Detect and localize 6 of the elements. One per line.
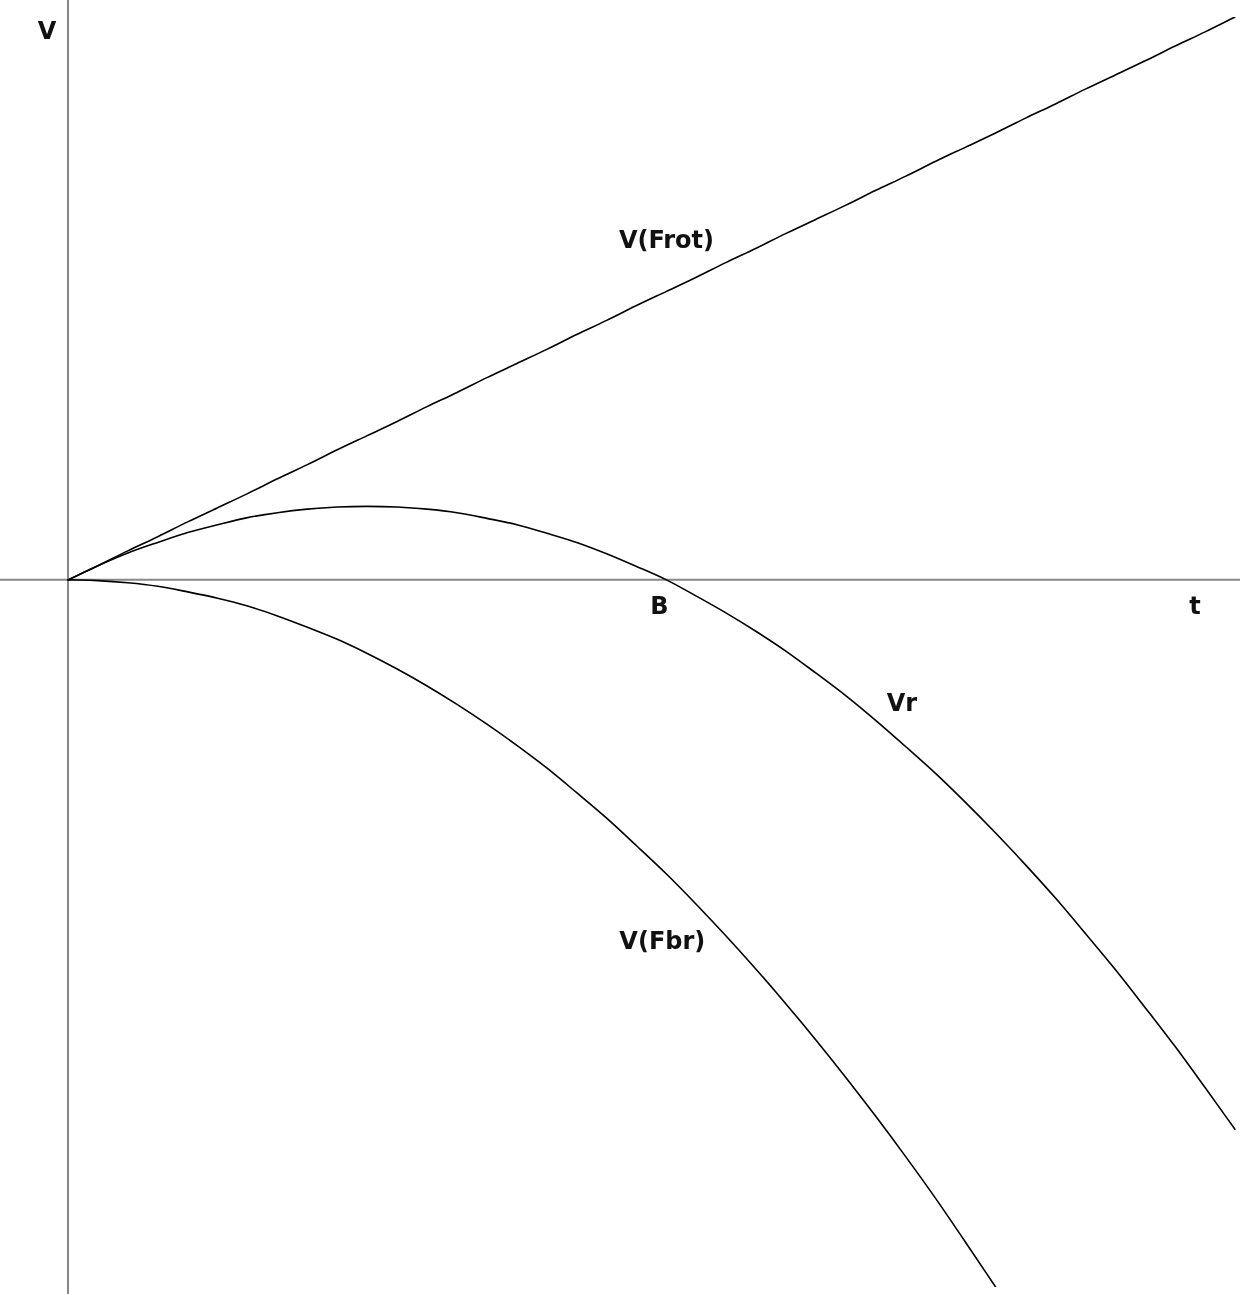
series-label: V(Fbr) [619,927,706,956]
series-label: Vr [886,688,918,717]
annotation: B [650,592,669,621]
series-label: V(Frot) [618,225,715,254]
y-axis-title: V [37,17,57,46]
x-axis-title: t [1189,592,1201,621]
